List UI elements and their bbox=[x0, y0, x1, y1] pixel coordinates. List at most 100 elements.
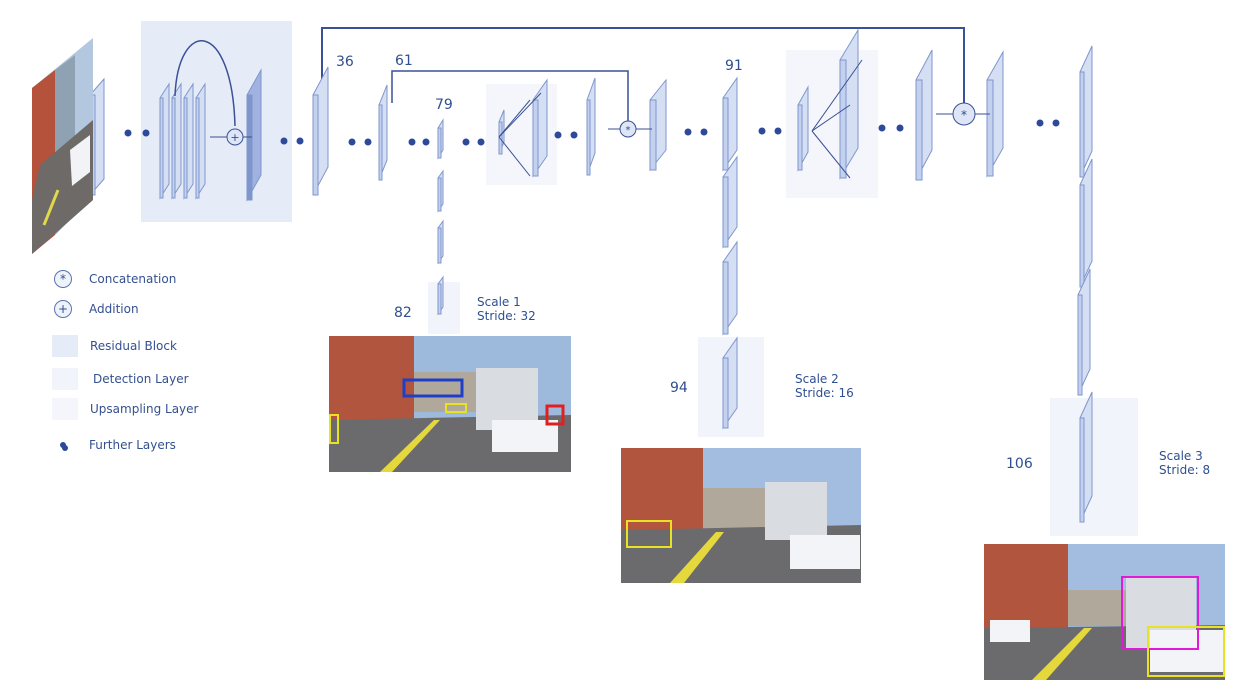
further-layers-dot bbox=[364, 138, 372, 146]
legend-further: Further Layers bbox=[52, 434, 176, 456]
legend-residual: Residual Block bbox=[52, 335, 177, 357]
detection-output-image-1 bbox=[329, 336, 571, 472]
upsample-1-in bbox=[498, 109, 505, 155]
upsample-fan-1 bbox=[498, 92, 542, 177]
further-layers-dot bbox=[477, 138, 485, 146]
further-layers-dot bbox=[700, 128, 708, 136]
residual-output bbox=[246, 68, 262, 202]
scale-3-label: Scale 3 Stride: 8 bbox=[1159, 449, 1210, 477]
further-layers-dot bbox=[896, 124, 904, 132]
layer-36 bbox=[312, 66, 329, 196]
layer-98 bbox=[1079, 158, 1093, 288]
further-layers-dot bbox=[142, 129, 150, 137]
further-layers-dot bbox=[280, 137, 288, 145]
upsample-2-out bbox=[839, 28, 859, 180]
scale-2-title: Scale 2 bbox=[795, 372, 839, 386]
layer-number-91: 91 bbox=[725, 58, 743, 74]
layer-79 bbox=[437, 118, 444, 160]
layer-61 bbox=[378, 84, 388, 181]
svg-text:*: * bbox=[626, 125, 631, 136]
legend-detection-label: Detection Layer bbox=[93, 372, 189, 386]
layer-number-61: 61 bbox=[395, 53, 413, 69]
legend-addition: + Addition bbox=[52, 298, 139, 320]
upsample-2-in bbox=[797, 85, 809, 172]
layer-106 bbox=[1079, 391, 1093, 523]
residual-conv-2 bbox=[171, 82, 182, 200]
residual-skip-arc bbox=[174, 40, 236, 127]
further-layers-dot bbox=[296, 137, 304, 145]
residual-conv-4 bbox=[195, 82, 206, 200]
layer-concat-2-out bbox=[986, 50, 1004, 178]
further-layers-icon bbox=[60, 442, 66, 448]
concatenation-icon: * bbox=[54, 270, 72, 288]
svg-text:+: + bbox=[230, 131, 239, 144]
legend-addition-label: Addition bbox=[89, 302, 139, 316]
legend-detection: Detection Layer bbox=[52, 368, 189, 390]
upsample-1-out bbox=[532, 78, 548, 178]
scale-2-stride: Stride: 16 bbox=[795, 386, 854, 400]
scale-1-label: Scale 1 Stride: 32 bbox=[477, 295, 536, 323]
detection-swatch bbox=[52, 368, 78, 390]
legend-upsampling-label: Upsampling Layer bbox=[90, 402, 199, 416]
addition-icon: + bbox=[54, 300, 72, 318]
further-layers-dot bbox=[774, 127, 782, 135]
layer-80 bbox=[437, 169, 444, 213]
detection-output-image-3 bbox=[984, 544, 1225, 680]
concatenation-operator-1: * bbox=[619, 120, 637, 138]
scale-2-label: Scale 2 Stride: 16 bbox=[795, 372, 854, 400]
scale-1-stride: Stride: 32 bbox=[477, 309, 536, 323]
layer-number-79: 79 bbox=[435, 97, 453, 113]
detection-layer-1 bbox=[428, 282, 460, 334]
svg-text:*: * bbox=[961, 108, 967, 122]
further-layers-dot bbox=[554, 131, 562, 139]
residual-swatch bbox=[52, 335, 78, 357]
residual-conv-3 bbox=[183, 82, 194, 200]
layer-91 bbox=[722, 76, 738, 172]
legend-residual-label: Residual Block bbox=[90, 339, 177, 353]
further-layers-dot bbox=[422, 138, 430, 146]
further-layers-dot bbox=[462, 138, 470, 146]
layer-97 bbox=[1079, 45, 1093, 178]
further-layers-dot bbox=[408, 138, 416, 146]
layer-number-106: 106 bbox=[1006, 456, 1033, 472]
further-layers-dot bbox=[1036, 119, 1044, 127]
upsample-fan-2 bbox=[811, 59, 863, 179]
detection-output-image-2 bbox=[621, 448, 861, 583]
further-layers-dot bbox=[878, 124, 886, 132]
layer-92 bbox=[722, 155, 738, 249]
further-layers-dot bbox=[684, 128, 692, 136]
concatenation-operator-2: * bbox=[952, 102, 976, 126]
legend-upsampling: Upsampling Layer bbox=[52, 398, 198, 420]
legend-concatenation: * Concatenation bbox=[52, 268, 176, 290]
further-layers-dot bbox=[758, 127, 766, 135]
addition-operator: + bbox=[226, 128, 244, 146]
scale-1-title: Scale 1 bbox=[477, 295, 521, 309]
scale-3-stride: Stride: 8 bbox=[1159, 463, 1211, 477]
scale-3-title: Scale 3 bbox=[1159, 449, 1203, 463]
layer-number-82: 82 bbox=[394, 305, 412, 321]
detection-layer-3 bbox=[1050, 398, 1138, 536]
further-layers-dot bbox=[1052, 119, 1060, 127]
layer-number-36: 36 bbox=[336, 54, 354, 70]
skip-connection-36 bbox=[321, 27, 965, 103]
layer-82 bbox=[437, 275, 444, 316]
legend-further-label: Further Layers bbox=[89, 438, 176, 452]
layer-number-94: 94 bbox=[670, 380, 688, 396]
layer-93 bbox=[722, 240, 738, 336]
further-layers-dot bbox=[348, 138, 356, 146]
further-layers-dot bbox=[570, 131, 578, 139]
legend-concatenation-label: Concatenation bbox=[89, 272, 177, 286]
input-image bbox=[32, 38, 93, 254]
layer-94 bbox=[722, 336, 738, 430]
layer-81 bbox=[437, 219, 444, 265]
layer-99 bbox=[1077, 268, 1091, 396]
upsampling-swatch bbox=[52, 398, 78, 420]
layer-concat-1-out bbox=[649, 78, 667, 172]
further-layers-dot bbox=[124, 129, 132, 137]
layer-concat-1-in bbox=[586, 77, 596, 176]
skip-connection-61 bbox=[391, 70, 629, 123]
layer-concat-2-in bbox=[915, 49, 933, 181]
residual-conv-1 bbox=[159, 82, 170, 200]
